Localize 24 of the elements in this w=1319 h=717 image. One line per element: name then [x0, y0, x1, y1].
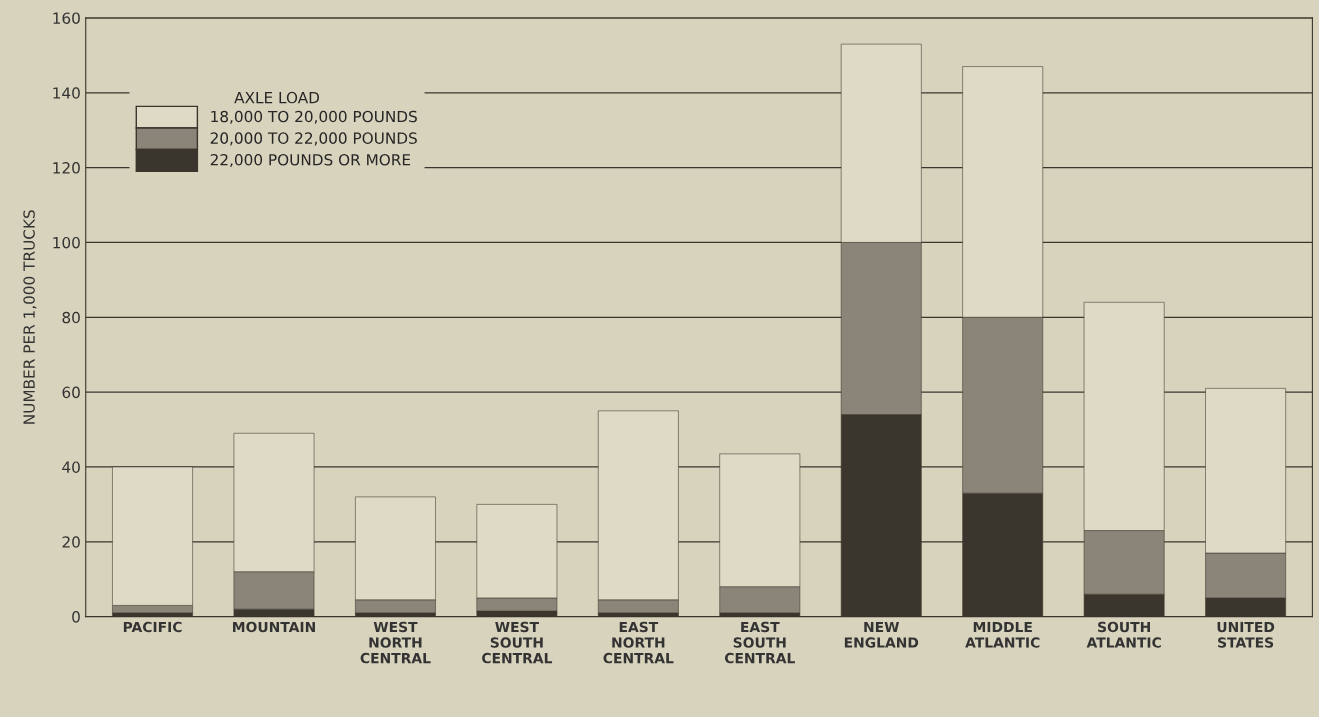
y-tick-label: 0	[72, 611, 80, 623]
x-tick-label: UNITED STATES	[1217, 621, 1275, 648]
y-tick-label: 60	[62, 386, 80, 399]
y-tick-label: 140	[53, 87, 80, 99]
y-tick-label: 40	[62, 461, 80, 473]
x-tick-label: NEW ENGLAND	[844, 621, 919, 648]
legend-title: AXLE LOAD	[234, 91, 320, 104]
y-tick-label: 160	[53, 12, 80, 24]
x-tick-label: SOUTH ATLANTIC	[1086, 621, 1161, 648]
legend-label: 18,000 TO 20,000 POUNDS	[211, 110, 417, 124]
x-tick-label: EAST SOUTH CENTRAL	[724, 621, 795, 664]
y-tick-label: 120	[53, 162, 80, 174]
x-tick-label: MOUNTAIN	[233, 621, 315, 633]
y-tick-label: 80	[62, 311, 80, 324]
x-tick-label: PACIFIC	[123, 621, 182, 633]
y-tick-label: 100	[53, 236, 80, 249]
y-tick-label: 20	[62, 536, 80, 548]
x-tick-label: WEST SOUTH CENTRAL	[482, 621, 553, 664]
x-tick-label: EAST NORTH CENTRAL	[603, 621, 674, 664]
y-axis-title: NUMBER PER 1,000 TRUCKS	[23, 210, 37, 424]
legend-label: 22,000 POUNDS OR MORE	[210, 153, 411, 168]
x-tick-label: MIDDLE ATLANTIC	[965, 621, 1040, 648]
legend-label: 20,000 TO 22,000 POUNDS	[210, 132, 417, 146]
x-tick-label: WEST NORTH CENTRAL	[360, 621, 431, 664]
